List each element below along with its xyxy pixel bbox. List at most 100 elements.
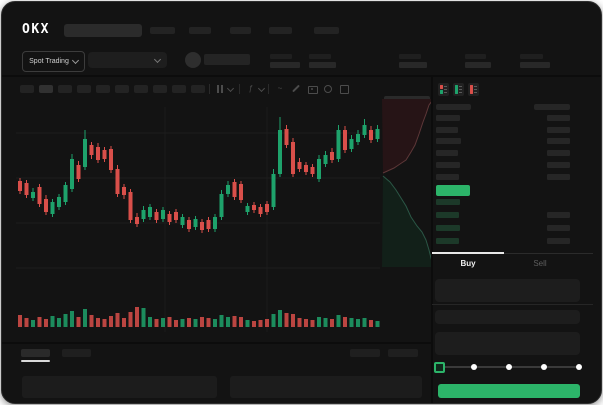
candle-body xyxy=(232,182,237,197)
timeframe-button-7[interactable] xyxy=(153,85,167,93)
buy-submit-button[interactable] xyxy=(438,384,580,398)
timeframe-button-5[interactable] xyxy=(115,85,129,93)
indicators-icon[interactable]: ƒ xyxy=(248,84,254,93)
bottom-tab-1[interactable] xyxy=(62,349,91,357)
depth-buy-line xyxy=(382,175,432,263)
volume-bar xyxy=(37,317,42,327)
candle-body xyxy=(89,145,94,155)
pair-selector-dropdown[interactable] xyxy=(88,52,167,68)
volume-bar xyxy=(50,316,55,327)
volume-bar xyxy=(271,314,276,327)
ticker-stat-1 xyxy=(309,54,336,70)
volume-bar xyxy=(102,319,107,327)
book-bids-icon[interactable] xyxy=(453,83,464,96)
timeframe-button-3[interactable] xyxy=(77,85,91,93)
candle-body xyxy=(96,147,100,160)
timeframe-button-8[interactable] xyxy=(172,85,186,93)
volume-bar xyxy=(336,315,341,327)
pair-name-placeholder xyxy=(204,54,250,65)
bid-price-placeholder xyxy=(436,199,460,205)
stat-label-placeholder xyxy=(520,54,543,59)
nav-item-0[interactable] xyxy=(150,27,175,34)
nav-item-1[interactable] xyxy=(189,27,211,34)
bottom-panel-1 xyxy=(230,376,422,398)
nav-item-2[interactable] xyxy=(230,27,251,34)
volume-bar xyxy=(239,317,243,327)
chevron-down-icon[interactable] xyxy=(228,84,233,89)
alerts-icon[interactable] xyxy=(323,84,333,94)
volume-bar xyxy=(83,309,87,327)
timeframe-button-2[interactable] xyxy=(58,85,72,93)
volume-bar xyxy=(317,317,321,327)
bottom-tab-0[interactable] xyxy=(21,349,50,357)
candle-body xyxy=(31,192,35,198)
book-asks-icon[interactable] xyxy=(468,83,479,96)
volume-bar xyxy=(226,317,230,327)
candle-body xyxy=(297,162,302,169)
market-type-dropdown[interactable]: Spot Trading xyxy=(22,51,85,72)
candle-body xyxy=(284,129,289,145)
order-amount-field[interactable] xyxy=(435,310,580,324)
ticker-stat-2 xyxy=(399,54,427,70)
volume-bar xyxy=(76,317,81,327)
slider-stop-0[interactable] xyxy=(434,362,445,373)
candle-body xyxy=(44,199,48,212)
slider-stop-1[interactable] xyxy=(471,364,477,370)
order-total-field[interactable] xyxy=(435,332,580,355)
candle-body xyxy=(349,139,354,149)
ask-price-placeholder xyxy=(436,173,459,180)
order-price-field[interactable] xyxy=(435,279,580,302)
bottom-tab-2[interactable] xyxy=(350,349,380,357)
candle-type-icon[interactable] xyxy=(215,84,225,94)
volume-bar xyxy=(297,318,302,327)
timeframe-button-9[interactable] xyxy=(191,85,205,93)
timeframe-button-0[interactable] xyxy=(20,85,34,93)
divider xyxy=(268,84,269,94)
candle-body xyxy=(219,194,224,217)
stat-label-placeholder xyxy=(309,54,331,59)
volume-bar xyxy=(31,320,35,327)
timeframe-button-4[interactable] xyxy=(96,85,110,93)
line-tool-icon[interactable]: ~ xyxy=(277,84,283,93)
nav-item-4[interactable] xyxy=(314,27,339,34)
candle-body xyxy=(50,202,55,214)
candle-body xyxy=(362,125,367,135)
nav-item-3[interactable] xyxy=(269,27,292,34)
last-price-bar[interactable] xyxy=(436,185,470,196)
volume-bar xyxy=(193,319,198,327)
candle-body xyxy=(336,130,341,159)
book-combined-icon[interactable] xyxy=(438,83,449,96)
volume-bar xyxy=(187,318,191,327)
bottom-tab-3[interactable] xyxy=(388,349,418,357)
bottom-panel-0 xyxy=(22,376,217,398)
volume-bar xyxy=(154,319,159,327)
timeframe-button-1[interactable] xyxy=(39,85,53,93)
candlestick-chart[interactable] xyxy=(2,77,432,342)
buy-tab[interactable]: Buy xyxy=(460,259,476,268)
divider xyxy=(239,84,240,94)
camera-icon[interactable] xyxy=(307,84,318,94)
slider-stop-4[interactable] xyxy=(576,364,582,370)
candle-body xyxy=(193,219,198,227)
ask-amount-placeholder xyxy=(547,115,570,121)
ask-price-placeholder xyxy=(436,161,460,168)
search-input[interactable] xyxy=(64,24,142,37)
volume-bar xyxy=(258,320,263,327)
candle-body xyxy=(187,220,191,229)
volume-bar xyxy=(141,308,146,327)
ticker-stat-4 xyxy=(520,54,550,70)
draw-tool-icon[interactable] xyxy=(291,84,301,94)
fullscreen-icon[interactable] xyxy=(339,84,349,94)
chevron-down-icon[interactable] xyxy=(259,84,264,89)
candle-body xyxy=(304,165,308,172)
timeframe-button-6[interactable] xyxy=(134,85,148,93)
volume-bar xyxy=(310,320,315,327)
slider-stop-2[interactable] xyxy=(506,364,512,370)
sell-tab[interactable]: Sell xyxy=(533,259,547,268)
volume-bar xyxy=(89,315,94,327)
candle-body xyxy=(226,185,230,194)
candle-body xyxy=(265,204,269,212)
candle-body xyxy=(141,210,146,219)
volume-bar xyxy=(206,318,211,327)
slider-stop-3[interactable] xyxy=(541,364,547,370)
